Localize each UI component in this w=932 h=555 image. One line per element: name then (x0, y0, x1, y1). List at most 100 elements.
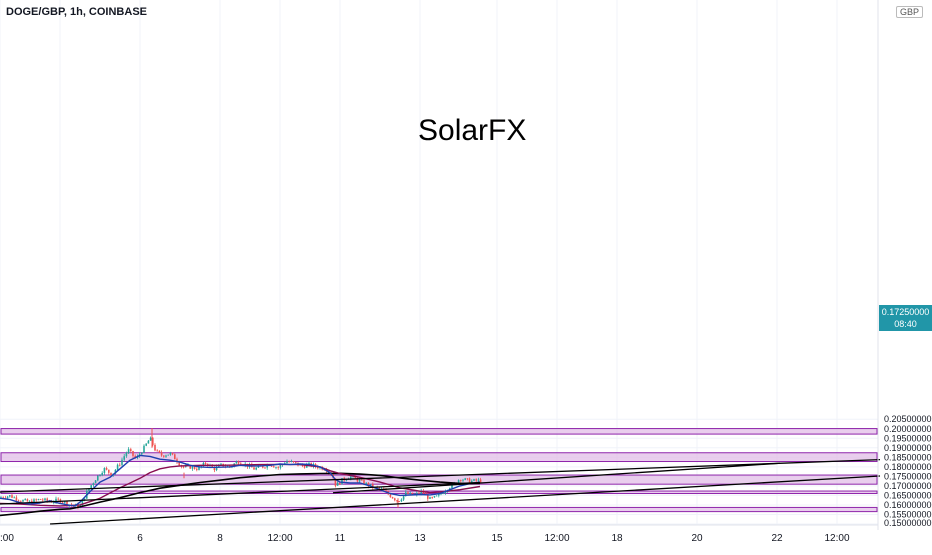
candle-body (391, 497, 394, 499)
currency-badge[interactable]: GBP (896, 6, 924, 18)
candle-body (154, 444, 156, 451)
candle-body (440, 493, 442, 495)
time-tick-label: 18 (611, 533, 623, 544)
candle-body (369, 484, 372, 487)
trendline[interactable] (332, 462, 781, 494)
candle-body (141, 452, 143, 455)
candle-body (204, 462, 207, 465)
candle-body (427, 494, 429, 499)
candle-body (429, 497, 431, 499)
time-tick-label: 12:00 (267, 533, 292, 544)
trendline[interactable] (0, 481, 481, 505)
candle-body (424, 493, 427, 495)
candle-body (193, 466, 196, 469)
price-axis[interactable]: 0.205000000.200000000.195000000.19000000… (884, 414, 932, 528)
candle-body (92, 483, 95, 486)
candle-body (20, 501, 22, 502)
time-tick-label: 11 (335, 533, 346, 544)
candle-body (152, 437, 154, 445)
trendline[interactable] (49, 475, 881, 525)
price-tick-label: 0.15000000 (884, 518, 932, 528)
candle-body (237, 461, 240, 464)
candle-body (339, 482, 341, 485)
price-zone-rectangle[interactable] (0, 428, 878, 435)
time-axis[interactable]: :00 4 6 8 12:00 11 13 15 12:00 18 20 22 12:00 (0, 533, 850, 544)
candle-body (367, 482, 370, 487)
time-tick-label: 12:00 (544, 533, 569, 544)
candle-body (147, 440, 150, 444)
candle-body (22, 500, 24, 502)
candle-body (266, 464, 268, 468)
time-tick-label: 4 (57, 533, 63, 544)
trendline[interactable] (0, 458, 881, 493)
symbol-title[interactable]: DOGE/GBP, 1h, COINBASE (6, 6, 147, 18)
price-zone-rectangle[interactable] (0, 506, 878, 513)
candle-body (114, 469, 117, 474)
candle-body (24, 499, 26, 501)
candle-body (39, 499, 42, 500)
candle-body (286, 461, 288, 464)
candle-body (226, 465, 229, 467)
candle-body (160, 452, 163, 456)
candle-body (121, 459, 123, 465)
candle-body (42, 499, 44, 501)
candle-body (9, 495, 11, 497)
candle-body (317, 466, 319, 469)
candle-body (61, 502, 64, 504)
price-zone-rectangle[interactable] (0, 452, 878, 463)
candle-body (479, 479, 482, 483)
price-tick-label: 0.20500000 (884, 414, 932, 424)
candle-body (466, 478, 469, 480)
candle-body (418, 492, 420, 494)
candle-body (176, 459, 178, 463)
candle-body (220, 463, 222, 465)
candle-body (169, 452, 172, 455)
trendlines[interactable] (0, 458, 881, 525)
candle-body (189, 464, 191, 469)
candle-body (44, 498, 46, 501)
candle-body (400, 499, 403, 502)
price-tick-label: 0.17500000 (884, 471, 932, 481)
candle-body (163, 455, 165, 457)
candle-body (103, 468, 106, 473)
candle-body (101, 472, 103, 476)
candle-body (149, 437, 152, 441)
candle-body (477, 479, 480, 481)
candle-body (132, 450, 134, 456)
candle-body (119, 464, 121, 466)
support-resistance-zones[interactable] (0, 428, 878, 513)
candle-body (178, 462, 180, 466)
candle-body (81, 500, 84, 506)
candle-body (416, 492, 418, 495)
candle-body (396, 500, 398, 502)
candle-body (451, 483, 453, 489)
candle-body (295, 461, 297, 463)
candle-body (431, 497, 433, 499)
candle-body (46, 498, 48, 501)
time-tick-label: 20 (691, 533, 703, 544)
candle-body (438, 493, 440, 496)
grid (0, 0, 878, 525)
candle-body (358, 479, 361, 482)
candle-body (292, 461, 295, 463)
candle-body (125, 452, 128, 457)
candle-body (457, 480, 460, 484)
candle-body (345, 479, 348, 481)
candle-body (350, 476, 352, 479)
candle-body (378, 487, 381, 489)
candle-body (372, 484, 374, 489)
moving-average-line-black (0, 472, 481, 517)
candle-body (0, 497, 2, 499)
candle-body (270, 465, 273, 467)
candle-body (55, 498, 57, 502)
candle-body (83, 498, 86, 501)
candle-body (28, 500, 31, 502)
time-tick-label: :00 (0, 533, 14, 544)
last-price-value: 0.17250000 (881, 307, 930, 317)
candle-body (213, 467, 216, 471)
time-tick-label: 12:00 (824, 533, 849, 544)
candle-body (460, 480, 462, 481)
candle-body (88, 488, 90, 491)
